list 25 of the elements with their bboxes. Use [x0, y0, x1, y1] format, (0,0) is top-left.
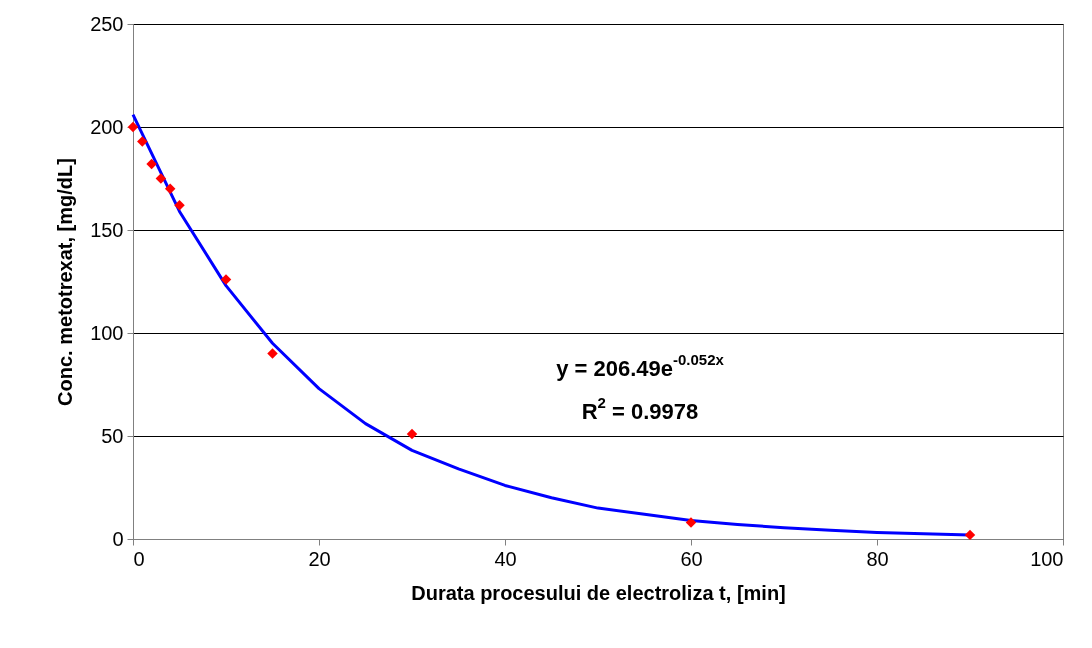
point: [164, 183, 176, 195]
x-tick-label: 20: [308, 547, 331, 570]
point: [267, 348, 278, 359]
y-tick-label: 50: [101, 424, 124, 447]
point: [137, 136, 148, 147]
point: [127, 121, 139, 133]
y-tick-label: 200: [90, 115, 124, 138]
x-tick-label: 80: [866, 547, 889, 570]
x-tick-label: 100: [1030, 547, 1064, 570]
point: [685, 517, 697, 528]
x-tick-label: 60: [680, 547, 703, 570]
x-axis-title: Durata procesului de electroliza t, [min]: [411, 581, 786, 604]
y-axis-title: Conc. metotrexat, [mg/dL]: [54, 158, 77, 406]
y-tick-label: 250: [90, 12, 124, 35]
point: [406, 428, 418, 440]
point: [174, 200, 185, 211]
point: [220, 274, 232, 285]
x-tick-label: 40: [494, 547, 517, 570]
point: [146, 158, 157, 170]
y-tick-label: 0: [112, 527, 124, 550]
point: [155, 173, 167, 184]
y-tick-label: 150: [90, 218, 124, 241]
point: [964, 529, 976, 541]
y-tick-label: 100: [90, 321, 124, 344]
x-tick-label: 0: [133, 547, 145, 570]
